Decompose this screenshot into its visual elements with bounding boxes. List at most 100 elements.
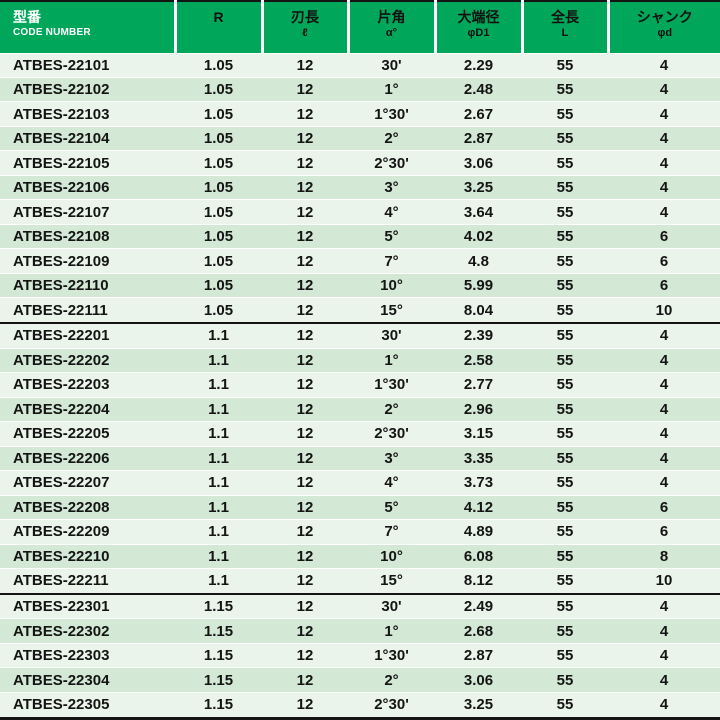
- table-row: ATBES-22109 1.05 12 7° 4.8 55 6: [0, 248, 720, 274]
- shank-dia-cell: 4: [659, 154, 669, 172]
- large-end-dia-cell: 6.08: [463, 547, 494, 565]
- overall-length-cell: 55: [556, 179, 574, 197]
- large-end-dia-cell: 2.68: [463, 622, 494, 640]
- table-row: ATBES-22106 1.05 12 3° 3.25 55 4: [0, 175, 720, 200]
- r-cell: 1.15: [203, 598, 234, 616]
- shank-dia-cell: 4: [659, 622, 669, 640]
- overall-length-cell: 55: [556, 203, 574, 221]
- half-angle-cell: 3°: [384, 449, 399, 467]
- shank-dia-cell: 4: [659, 671, 669, 689]
- table-row: ATBES-22304 1.15 12 2° 3.06 55 4: [0, 667, 720, 693]
- blade-length-cell: 12: [296, 81, 314, 99]
- table-row: ATBES-22305 1.15 12 2°30' 3.25 55 4: [0, 692, 720, 719]
- r-cell: 1.1: [208, 376, 229, 394]
- large-end-dia-cell: 2.96: [463, 400, 494, 418]
- col-header-large-end-dia: 大端径 φD1: [433, 1, 522, 53]
- large-end-dia-cell: 2.67: [463, 105, 494, 123]
- blade-length-cell: 12: [296, 130, 314, 148]
- col-header-r: R: [173, 1, 262, 53]
- overall-length-cell: 55: [556, 105, 574, 123]
- blade-length-cell: 12: [296, 425, 314, 443]
- half-angle-cell: 1°30': [374, 376, 409, 394]
- code-number-cell: ATBES-22206: [13, 449, 110, 467]
- table-row: ATBES-22201 1.1 12 30' 2.39 55 4: [0, 323, 720, 349]
- r-cell: 1.15: [203, 647, 234, 665]
- header-jp-label: 片角: [377, 9, 406, 25]
- col-header-code-number: 型番 CODE NUMBER: [0, 1, 175, 53]
- overall-length-cell: 55: [556, 327, 574, 345]
- header-jp-label: シャンク: [636, 9, 693, 25]
- header-jp-label: 全長: [551, 9, 579, 25]
- shank-dia-cell: 4: [659, 376, 669, 394]
- code-number-cell: ATBES-22203: [13, 376, 110, 394]
- code-number-cell: ATBES-22209: [13, 523, 110, 541]
- large-end-dia-cell: 5.99: [463, 277, 494, 295]
- blade-length-cell: 12: [296, 622, 314, 640]
- half-angle-cell: 2°: [384, 130, 399, 148]
- code-number-cell: ATBES-22102: [13, 81, 110, 99]
- overall-length-cell: 55: [556, 622, 574, 640]
- table-row: ATBES-22110 1.05 12 10° 5.99 55 6: [0, 273, 720, 298]
- table-row: ATBES-22204 1.1 12 2° 2.96 55 4: [0, 397, 720, 422]
- shank-dia-cell: 4: [659, 647, 669, 665]
- table-row: ATBES-22102 1.05 12 1° 2.48 55 4: [0, 77, 720, 102]
- code-number-cell: ATBES-22101: [13, 56, 110, 74]
- overall-length-cell: 55: [556, 572, 574, 590]
- blade-length-cell: 12: [296, 301, 314, 319]
- overall-length-cell: 55: [556, 301, 574, 319]
- half-angle-cell: 30': [381, 327, 402, 345]
- shank-dia-cell: 4: [659, 105, 669, 123]
- half-angle-cell: 1°: [384, 351, 399, 369]
- header-symbol-label: ℓ: [302, 27, 308, 40]
- code-number-cell: ATBES-22109: [13, 252, 110, 270]
- code-number-cell: ATBES-22205: [13, 425, 110, 443]
- large-end-dia-cell: 4.8: [468, 252, 489, 270]
- half-angle-cell: 1°30': [374, 105, 409, 123]
- overall-length-cell: 55: [556, 228, 574, 246]
- large-end-dia-cell: 8.12: [463, 572, 494, 590]
- large-end-dia-cell: 3.64: [463, 203, 494, 221]
- code-number-cell: ATBES-22305: [13, 696, 110, 714]
- shank-dia-cell: 6: [659, 277, 669, 295]
- half-angle-cell: 10°: [380, 547, 403, 565]
- overall-length-cell: 55: [556, 400, 574, 418]
- shank-dia-cell: 4: [659, 351, 669, 369]
- half-angle-cell: 2°: [384, 671, 399, 689]
- blade-length-cell: 12: [296, 327, 314, 345]
- shank-dia-cell: 6: [659, 252, 669, 270]
- table-row: ATBES-22108 1.05 12 5° 4.02 55 6: [0, 224, 720, 249]
- header-jp-label: 大端径: [457, 9, 500, 25]
- half-angle-cell: 3°: [384, 179, 399, 197]
- table-row: ATBES-22303 1.15 12 1°30' 2.87 55 4: [0, 643, 720, 668]
- shank-dia-cell: 6: [659, 523, 669, 541]
- table-row: ATBES-22208 1.1 12 5° 4.12 55 6: [0, 495, 720, 520]
- blade-length-cell: 12: [296, 252, 314, 270]
- blade-length-cell: 12: [296, 376, 314, 394]
- code-number-cell: ATBES-22201: [13, 327, 110, 345]
- overall-length-cell: 55: [556, 425, 574, 443]
- code-number-cell: ATBES-22208: [13, 498, 110, 516]
- overall-length-cell: 55: [556, 598, 574, 616]
- overall-length-cell: 55: [556, 351, 574, 369]
- table-row: ATBES-22101 1.05 12 30' 2.29 55 4: [0, 53, 720, 78]
- large-end-dia-cell: 3.06: [463, 154, 494, 172]
- overall-length-cell: 55: [556, 474, 574, 492]
- r-cell: 1.1: [208, 572, 229, 590]
- header-jp-label: R: [213, 9, 224, 25]
- large-end-dia-cell: 4.89: [463, 523, 494, 541]
- large-end-dia-cell: 8.04: [463, 301, 494, 319]
- large-end-dia-cell: 2.87: [463, 130, 494, 148]
- overall-length-cell: 55: [556, 647, 574, 665]
- blade-length-cell: 12: [296, 228, 314, 246]
- shank-dia-cell: 4: [659, 179, 669, 197]
- half-angle-cell: 1°: [384, 81, 399, 99]
- blade-length-cell: 12: [296, 598, 314, 616]
- half-angle-cell: 7°: [384, 252, 399, 270]
- overall-length-cell: 55: [556, 376, 574, 394]
- large-end-dia-cell: 4.12: [463, 498, 494, 516]
- large-end-dia-cell: 3.25: [463, 179, 494, 197]
- large-end-dia-cell: 2.77: [463, 376, 494, 394]
- large-end-dia-cell: 2.87: [463, 647, 494, 665]
- half-angle-cell: 5°: [384, 228, 399, 246]
- blade-length-cell: 12: [296, 647, 314, 665]
